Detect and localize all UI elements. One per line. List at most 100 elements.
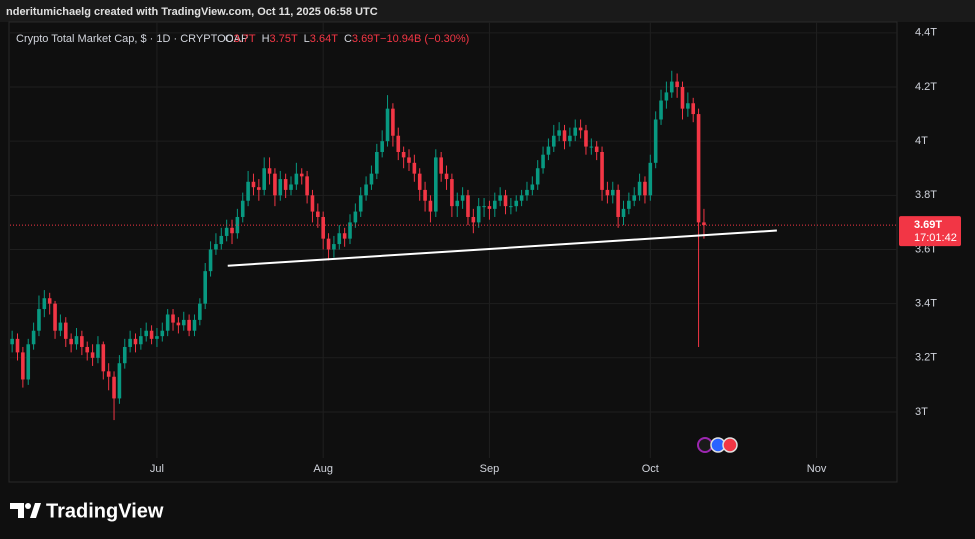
legend-value: 3.69T — [352, 33, 380, 45]
candle-body — [155, 336, 159, 339]
candle-body — [428, 200, 433, 212]
legend-value: 3.7T — [234, 33, 256, 45]
candle-body — [192, 319, 197, 331]
candle-body — [541, 154, 545, 169]
candle-body — [203, 271, 208, 304]
legend-key: L — [304, 33, 310, 45]
candle-body — [492, 200, 497, 209]
candle-body — [198, 303, 202, 320]
candle-body — [299, 173, 304, 177]
y-tick-label: 3.6T — [915, 243, 937, 255]
candle-body — [96, 344, 100, 358]
candle-body — [439, 157, 443, 174]
candle-body — [10, 338, 14, 345]
candle-body — [450, 179, 454, 207]
candle-body — [659, 100, 663, 120]
ohlc-legend: O3.7T H3.75T L3.64T C3.69T−10.94B (−0.30%) — [225, 33, 469, 45]
candle-body — [621, 208, 626, 217]
candle-body — [610, 189, 615, 196]
candle-body — [353, 211, 358, 223]
candle-body — [380, 141, 384, 152]
candle-body — [578, 127, 583, 131]
candle-body — [42, 298, 47, 310]
event-icon[interactable] — [722, 437, 738, 453]
event-icon[interactable] — [697, 437, 713, 453]
candle-body — [669, 81, 674, 93]
candle-body — [230, 227, 234, 234]
candle-body — [257, 187, 261, 190]
top-bar — [0, 0, 975, 22]
legend-value: 3.75T — [270, 33, 298, 45]
candle-body — [466, 195, 470, 217]
candle-body — [423, 189, 427, 201]
candle-body — [686, 103, 690, 109]
candle-body — [401, 151, 406, 158]
candle-body — [632, 195, 637, 201]
candle-body — [101, 344, 106, 372]
candle-body — [535, 168, 540, 185]
candle-body — [278, 179, 283, 196]
candle-body — [63, 322, 68, 339]
candle-body — [235, 216, 240, 234]
candle-body — [643, 181, 647, 196]
candle-body — [283, 179, 288, 190]
candle-body — [530, 184, 535, 190]
candle-body — [702, 222, 706, 226]
candle-body — [653, 119, 658, 163]
candle-body — [589, 146, 594, 148]
x-tick-label: Aug — [313, 463, 333, 475]
candle-body — [58, 322, 63, 331]
x-tick-label: Jul — [150, 463, 164, 475]
y-tick-label: 3.2T — [915, 352, 937, 364]
candle-body — [267, 168, 272, 174]
brand-dot — [25, 503, 31, 509]
candle-body — [691, 103, 696, 115]
event-icons — [697, 437, 738, 453]
candle-body — [385, 108, 390, 142]
candle-body — [348, 222, 352, 239]
candle-body — [519, 195, 524, 201]
candle-body — [664, 92, 669, 101]
candle-body — [568, 135, 572, 142]
candle-body — [305, 176, 309, 196]
brand-name: TradingView — [46, 500, 164, 522]
candle-body — [551, 135, 556, 147]
candle-body — [396, 135, 401, 152]
candle-body — [26, 344, 31, 380]
candle-body — [112, 376, 116, 399]
x-tick-label: Oct — [642, 463, 659, 475]
candle-body — [648, 162, 653, 196]
candle-body — [460, 195, 465, 201]
candle-body — [53, 303, 57, 331]
candle-body — [149, 330, 154, 339]
candle-body — [503, 195, 508, 207]
candle-body — [15, 338, 20, 353]
candle-body — [273, 173, 277, 196]
candle-body — [514, 200, 519, 207]
candle-body — [562, 130, 567, 142]
candle-body — [171, 314, 175, 323]
candle-body — [294, 173, 299, 185]
y-tick-label: 4.2T — [915, 81, 937, 93]
candle-body — [680, 86, 685, 109]
candle-body — [584, 130, 588, 147]
candle-body — [573, 127, 578, 136]
candle-body — [85, 346, 90, 353]
candle-body — [74, 336, 79, 345]
legend-key: C — [344, 33, 352, 45]
candle-body — [375, 151, 379, 174]
candle-body — [80, 336, 84, 347]
candle-body — [364, 184, 368, 196]
candle-body — [240, 200, 245, 217]
candle-body — [471, 216, 476, 223]
brand-mark — [10, 503, 41, 518]
candle-body — [337, 233, 342, 245]
candle-body — [316, 211, 320, 217]
candle-body — [208, 249, 213, 272]
x-tick-label: Nov — [807, 463, 827, 475]
candle-body — [487, 206, 492, 209]
candle-body — [455, 200, 460, 207]
candle-body — [133, 338, 138, 345]
candle-body — [128, 338, 132, 347]
